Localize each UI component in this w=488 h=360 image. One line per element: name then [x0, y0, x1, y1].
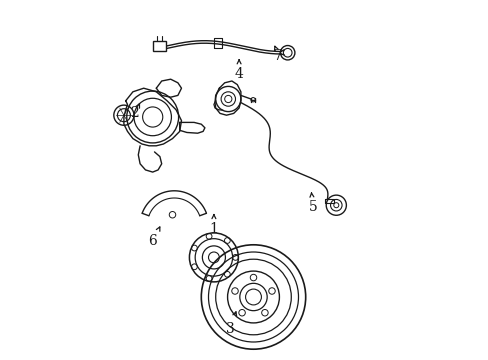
Bar	[152, 41, 166, 51]
Text: 6: 6	[148, 234, 157, 248]
Text: 2: 2	[130, 107, 139, 120]
Text: 3: 3	[225, 323, 234, 336]
Text: 1: 1	[209, 222, 218, 235]
Text: 7: 7	[274, 49, 283, 63]
Text: 5: 5	[308, 200, 317, 214]
Text: 4: 4	[234, 67, 243, 81]
